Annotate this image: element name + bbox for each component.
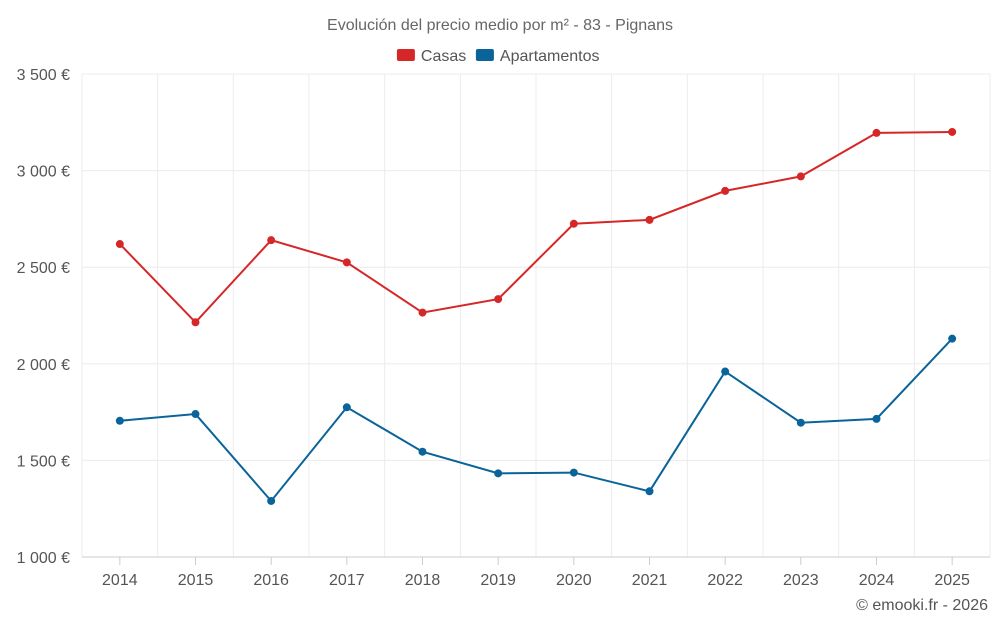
data-point[interactable] [115,416,124,425]
data-point[interactable] [342,258,351,267]
series-apartamentos [115,334,957,505]
data-point[interactable] [115,240,124,249]
legend-item-casas[interactable]: Casas [396,48,466,65]
x-tick-label: 2016 [253,572,289,589]
x-tick-label: 2023 [783,572,819,589]
x-tick-label: 2014 [102,572,138,589]
grid [81,73,991,557]
legend-label: Apartamentos [500,48,600,65]
data-point[interactable] [948,127,957,136]
x-tick-label: 2019 [480,572,516,589]
data-point[interactable] [796,418,805,427]
x-tick-label: 2022 [707,572,743,589]
x-tick-label: 2020 [556,572,592,589]
data-point[interactable] [494,469,503,478]
data-point[interactable] [796,172,805,181]
y-tick-label: 1 000 € [17,550,70,567]
data-point[interactable] [948,334,957,343]
data-point[interactable] [267,496,276,505]
data-point[interactable] [191,318,200,327]
x-tick-label: 2015 [178,572,214,589]
x-tick-label: 2017 [329,572,365,589]
legend-swatch [475,49,494,61]
data-point[interactable] [418,308,427,317]
legend-label: Casas [421,48,466,65]
series-casas [115,127,957,327]
y-tick-label: 3 500 € [17,67,70,84]
series-group [115,127,957,505]
legend-swatch [396,49,415,61]
data-point[interactable] [569,219,578,228]
legend-item-apartamentos[interactable]: Apartamentos [475,48,600,65]
y-tick-label: 3 000 € [17,164,70,181]
chart-title: Evolución del precio medio por m² - 83 -… [327,17,673,34]
data-point[interactable] [645,215,654,224]
data-point[interactable] [645,487,654,496]
x-tick-label: 2021 [632,572,668,589]
data-point[interactable] [342,403,351,412]
y-tick-label: 1 500 € [17,453,70,470]
x-tick-label: 2025 [934,572,970,589]
x-tick-label: 2024 [859,572,895,589]
data-point[interactable] [872,128,881,137]
data-point[interactable] [267,236,276,245]
data-point[interactable] [418,447,427,456]
legend: Casas Apartamentos [396,48,600,65]
credit-text: © emooki.fr - 2026 [856,597,988,614]
data-point[interactable] [721,186,730,195]
y-axis: 1 000 € 1 500 € 2 000 € 2 500 € 3 000 € 3 500… [17,67,70,567]
data-point[interactable] [721,367,730,376]
x-axis: 2014 2015 2016 2017 2018 2019 2020 2021 2022 2023… [82,556,990,589]
y-tick-label: 2 500 € [17,260,70,277]
series-line [119,130,953,324]
data-point[interactable] [569,468,578,477]
x-tick-label: 2018 [405,572,441,589]
data-point[interactable] [872,414,881,423]
y-tick-label: 2 000 € [17,357,70,374]
data-point[interactable] [191,410,200,419]
series-line [119,337,953,503]
data-point[interactable] [494,295,503,304]
